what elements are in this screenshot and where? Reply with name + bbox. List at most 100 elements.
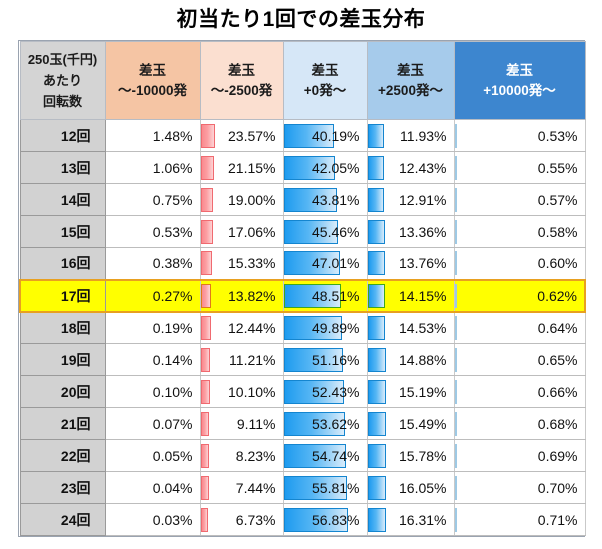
cell--10000: 0.75% xyxy=(104,183,201,216)
table-body: 12回 1.48% 23.57% 40.19% 11.93% 0.53% 13回 1.06% 2… xyxy=(19,119,586,536)
cell-inner: 13.82% xyxy=(200,281,283,311)
blue-databar xyxy=(454,411,457,436)
red-databar xyxy=(200,507,209,532)
cell-value: 15.19% xyxy=(399,383,447,400)
cell-value: 6.73% xyxy=(235,511,276,528)
blue-databar xyxy=(283,315,343,340)
column-header-plus-2500: 差玉 +2500発〜 xyxy=(366,41,455,120)
cell-+2500: 16.05% xyxy=(366,471,455,504)
row-label-rotation: 20回 xyxy=(19,375,106,408)
cell-inner: 21.15% xyxy=(200,153,283,183)
column-header-minus-2500: 差玉 〜-2500発 xyxy=(199,41,284,120)
cell-inner: 48.51% xyxy=(283,281,367,311)
cell-+2500: 12.91% xyxy=(366,183,455,216)
cell-inner: 12.44% xyxy=(200,313,283,343)
blue-databar xyxy=(454,187,457,212)
blue-databar xyxy=(283,283,341,308)
cell-inner: 47.01% xyxy=(283,248,367,278)
table-row: 13回 1.06% 21.15% 42.05% 12.43% 0.55% xyxy=(19,151,586,184)
table-row: 18回 0.19% 12.44% 49.89% 14.53% 0.64% xyxy=(19,311,586,344)
cell-value: 14.88% xyxy=(399,351,447,368)
blue-databar xyxy=(283,379,345,404)
cell-value: 0.69% xyxy=(537,447,578,464)
red-databar xyxy=(200,443,209,468)
blue-databar xyxy=(283,123,334,148)
cell-value: 0.66% xyxy=(537,383,578,400)
cell-inner: 0.75% xyxy=(106,185,200,215)
cell-value: 52.43% xyxy=(312,383,360,400)
cell-value: 53.62% xyxy=(312,415,360,432)
blue-databar xyxy=(454,219,457,244)
cell--10000: 0.38% xyxy=(104,247,201,280)
cell-inner: 0.10% xyxy=(106,377,200,407)
cell-inner: 0.65% xyxy=(454,345,585,375)
cell-value: 11.21% xyxy=(229,351,276,368)
table-row: 16回 0.38% 15.33% 47.01% 13.76% 0.60% xyxy=(19,247,586,280)
cell-value: 0.75% xyxy=(152,191,193,208)
cell-value: 0.38% xyxy=(152,255,193,272)
cell-value: 56.83% xyxy=(312,511,360,528)
cell-inner: 12.91% xyxy=(367,185,454,215)
header-rot-line1: 250玉(千円) xyxy=(27,52,98,67)
cell-+2500: 16.31% xyxy=(366,503,455,536)
cell-value: 19.00% xyxy=(228,191,276,208)
cell-value: 0.53% xyxy=(537,127,578,144)
cell-value: 48.51% xyxy=(312,287,360,304)
cell-value: 0.03% xyxy=(152,511,193,528)
cell-+0: 49.89% xyxy=(282,311,368,344)
header-col1-line1: 差玉 xyxy=(228,62,255,78)
cell--10000: 0.10% xyxy=(104,375,201,408)
cell--2500: 13.82% xyxy=(199,278,284,313)
cell-inner: 53.62% xyxy=(283,409,367,439)
cell-+10000: 0.70% xyxy=(453,471,586,504)
cell--2500: 9.11% xyxy=(199,407,284,440)
row-label-rotation: 14回 xyxy=(19,183,106,216)
cell-inner: 0.55% xyxy=(454,153,585,183)
cell-inner: 0.57% xyxy=(454,185,585,215)
cell-inner: 42.05% xyxy=(283,153,367,183)
blue-databar xyxy=(454,283,457,308)
header-col0-line1: 差玉 xyxy=(139,62,166,78)
cell-value: 17.06% xyxy=(228,223,276,240)
blue-databar xyxy=(454,443,457,468)
cell-inner: 1.06% xyxy=(106,153,200,183)
cell-inner: 14.15% xyxy=(367,281,454,311)
column-header-plus-10000: 差玉 +10000発〜 xyxy=(453,41,586,120)
cell--2500: 21.15% xyxy=(199,151,284,184)
cell-+0: 52.43% xyxy=(282,375,368,408)
table-row: 21回 0.07% 9.11% 53.62% 15.49% 0.68% xyxy=(19,407,586,440)
header-col4-line1: 差玉 xyxy=(506,62,533,78)
column-header-rotation: 250玉(千円) あたり 回転数 xyxy=(19,41,106,120)
cell-+10000: 0.58% xyxy=(453,215,586,248)
blue-databar xyxy=(367,283,386,308)
cell-value: 13.82% xyxy=(228,287,276,304)
cell-inner: 45.46% xyxy=(283,217,367,247)
cell--10000: 0.27% xyxy=(104,278,201,313)
cell-value: 0.55% xyxy=(537,159,578,176)
cell-value: 0.60% xyxy=(537,255,578,272)
cell-value: 0.68% xyxy=(537,415,578,432)
blue-databar xyxy=(283,475,348,500)
cell-inner: 51.16% xyxy=(283,345,367,375)
cell-inner: 54.74% xyxy=(283,441,367,471)
header-col0-line2: 〜-10000発 xyxy=(117,82,188,98)
cell-inner: 13.36% xyxy=(367,217,454,247)
cell-value: 21.15% xyxy=(228,159,276,176)
cell-inner: 0.04% xyxy=(106,473,200,503)
blue-databar xyxy=(283,347,344,372)
cell-+2500: 14.15% xyxy=(366,278,455,313)
cell-value: 1.48% xyxy=(152,127,193,144)
cell-value: 0.07% xyxy=(152,415,193,432)
cell-inner: 15.78% xyxy=(367,441,454,471)
cell-+0: 48.51% xyxy=(282,278,368,313)
cell-value: 0.62% xyxy=(537,287,577,304)
header-col2-line1: 差玉 xyxy=(311,62,339,78)
cell-inner: 0.03% xyxy=(106,505,200,535)
cell-+2500: 15.19% xyxy=(366,375,455,408)
cell-value: 0.05% xyxy=(152,447,193,464)
blue-databar xyxy=(454,475,457,500)
cell-+10000: 0.55% xyxy=(453,151,586,184)
blue-databar xyxy=(367,315,386,340)
table-row: 24回 0.03% 6.73% 56.83% 16.31% 0.71% xyxy=(19,503,586,536)
distribution-table: 250玉(千円) あたり 回転数 差玉 〜-10000発 差玉 〜-2500発 … xyxy=(19,41,586,536)
